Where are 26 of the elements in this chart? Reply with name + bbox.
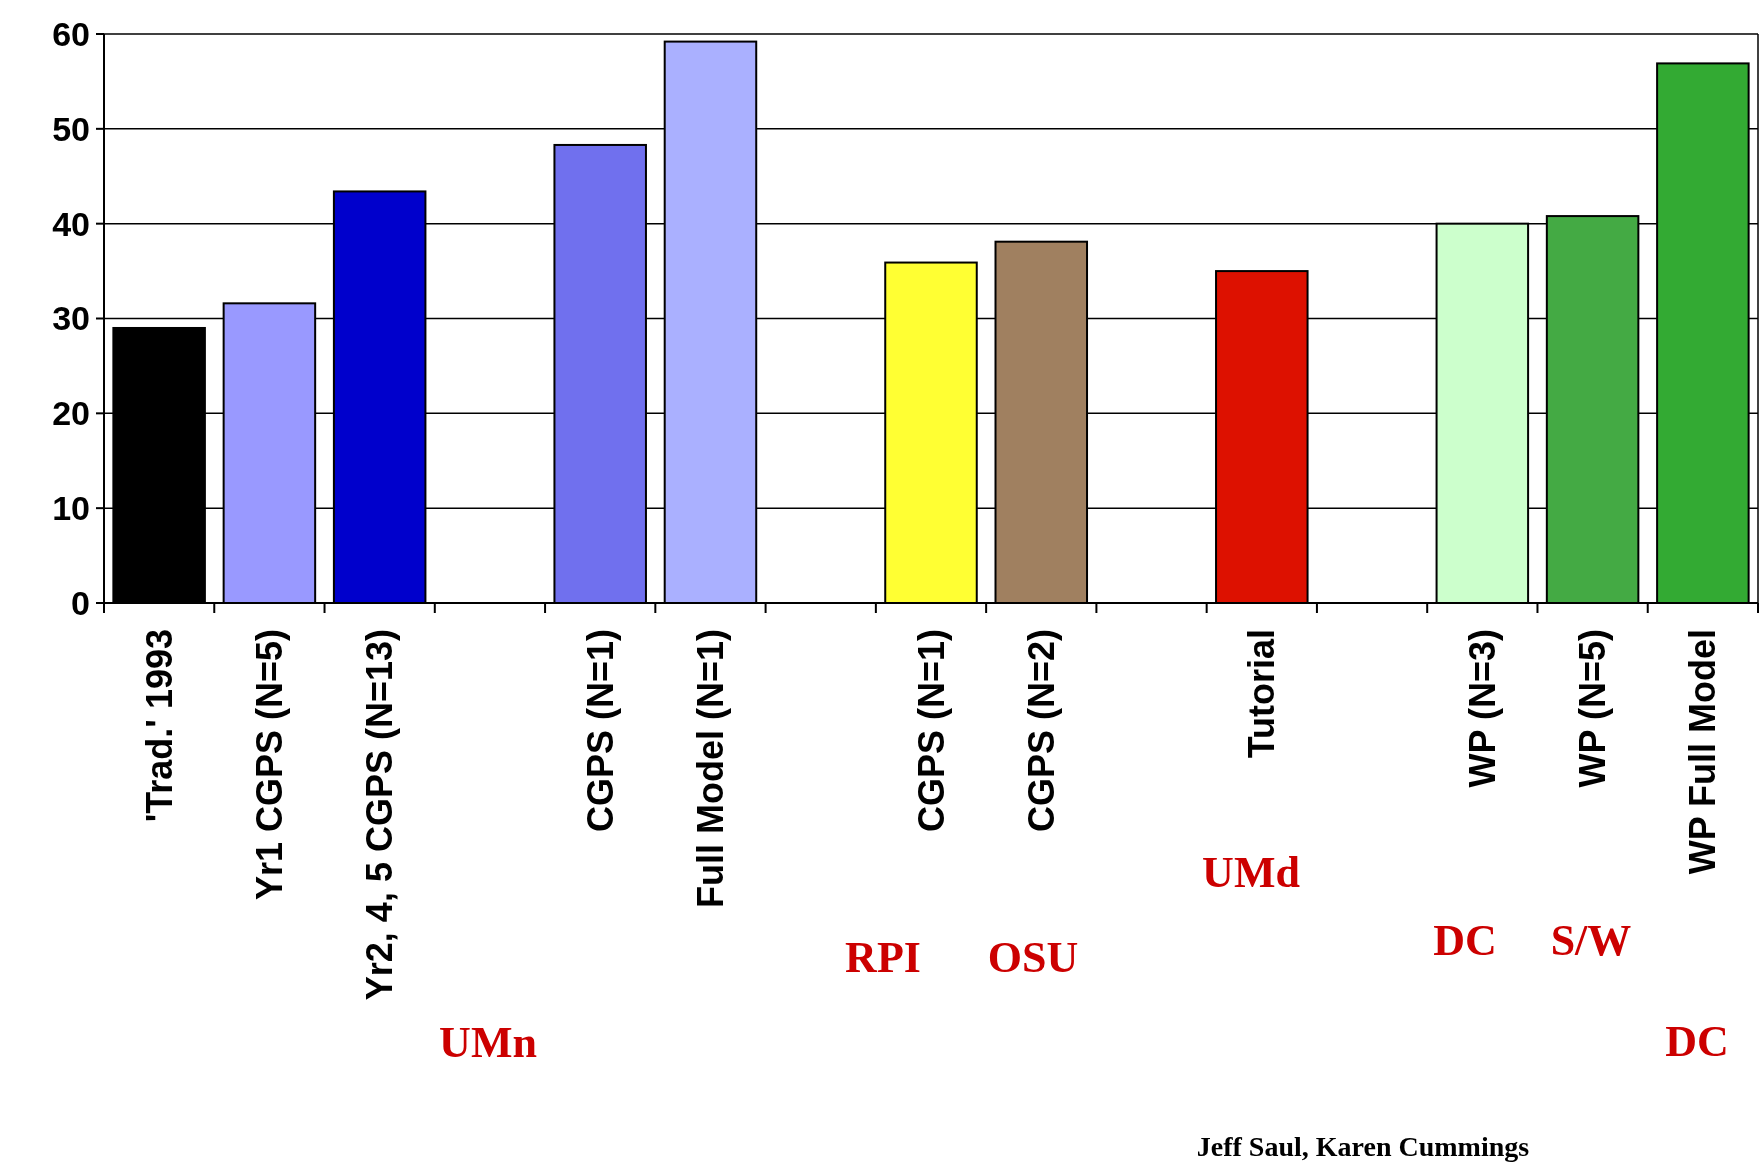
text: UMn	[439, 1018, 537, 1067]
text: DC	[1433, 916, 1497, 965]
x-tick-label: Full Model (N=1)	[690, 629, 732, 908]
x-tick-label: CGPS (N=2)	[1020, 629, 1062, 833]
y-tick-label: 60	[52, 14, 90, 53]
text: DC	[1665, 1017, 1729, 1066]
y-tick-label: 0	[71, 583, 90, 622]
x-tick-label: Yr2, 4, 5 CGPS (N=13)	[359, 629, 401, 1001]
text: S/W	[1550, 916, 1632, 965]
text: RPI	[845, 933, 921, 982]
y-tick-label: 10	[52, 489, 90, 528]
y-tick-label: 20	[52, 394, 90, 433]
x-tick-label: WP Full Model	[1682, 629, 1724, 875]
text: UMd	[1202, 848, 1300, 897]
x-tick-label: WP (N=3)	[1461, 629, 1503, 788]
y-tick-label: 50	[52, 109, 90, 148]
text: OSU	[987, 933, 1079, 982]
x-tick-label: Yr1 CGPS (N=5)	[249, 629, 290, 901]
text: Jeff Saul, Karen Cummings	[1196, 1131, 1530, 1162]
x-tick-label: WP (N=5)	[1572, 629, 1614, 788]
y-tick-label: 30	[52, 299, 90, 338]
x-tick-label: CGPS (N=1)	[579, 629, 621, 833]
x-tick-label: Tutorial	[1241, 629, 1283, 759]
x-tick-label: 'Trad.' 1993	[138, 629, 180, 823]
x-tick-label: CGPS (N=1)	[910, 629, 952, 833]
y-tick-label: 40	[52, 204, 90, 243]
